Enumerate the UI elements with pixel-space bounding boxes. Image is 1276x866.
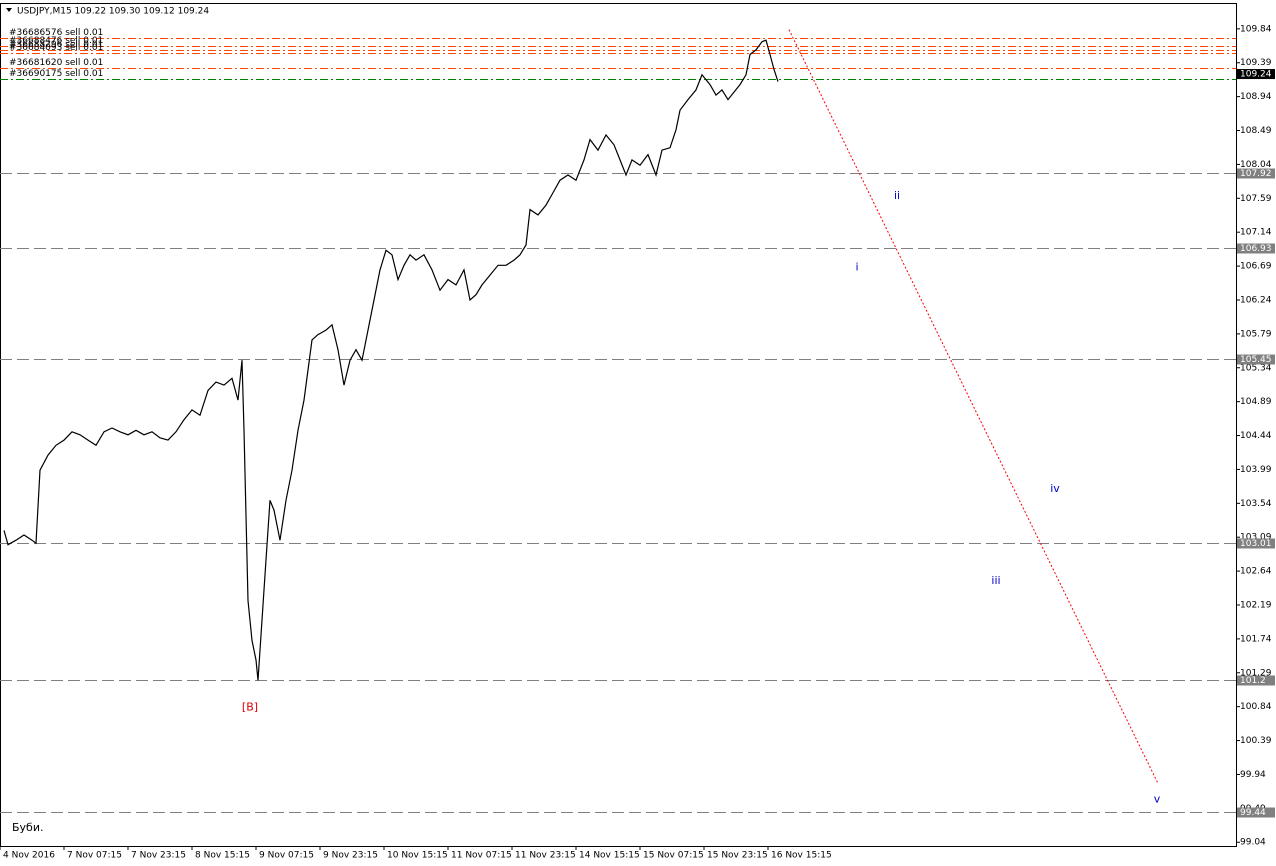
chart-title: USDJPY,M15 109.22 109.30 109.12 109.24 bbox=[17, 7, 209, 17]
level-label-box bbox=[1237, 807, 1275, 818]
level-label-box bbox=[1237, 168, 1275, 179]
y-tick-label: 99.94 bbox=[1240, 770, 1266, 780]
wave-label: v bbox=[1154, 792, 1161, 805]
y-tick-label: 108.04 bbox=[1240, 160, 1272, 170]
level-label: 101.2 bbox=[1240, 676, 1266, 686]
x-tick-label: 9 Nov 07:15 bbox=[259, 851, 314, 861]
y-tick-label: 109.39 bbox=[1240, 58, 1272, 68]
order-label: #36684093 sell 0.01 bbox=[9, 43, 103, 53]
y-tick-label: 101.29 bbox=[1240, 668, 1272, 678]
level-label-box bbox=[1237, 538, 1275, 549]
x-tick-label: 10 Nov 15:15 bbox=[387, 851, 448, 861]
current-price-label: 109.24 bbox=[1240, 70, 1272, 80]
order-label: #36686576 sell 0.01 bbox=[9, 28, 103, 38]
x-tick-label: 7 Nov 07:15 bbox=[67, 851, 122, 861]
y-tick-label: 100.39 bbox=[1240, 736, 1272, 746]
y-tick-label: 107.59 bbox=[1240, 194, 1272, 204]
x-tick-label: 7 Nov 23:15 bbox=[131, 851, 186, 861]
y-tick-label: 104.89 bbox=[1240, 397, 1272, 407]
x-tick-label: 11 Nov 07:15 bbox=[451, 851, 512, 861]
order-label: #36688296 sell 0.01 bbox=[9, 40, 103, 50]
y-tick-label: 104.44 bbox=[1240, 431, 1272, 441]
note: Буби. bbox=[12, 821, 44, 834]
y-tick-label: 102.19 bbox=[1240, 600, 1272, 610]
y-tick-label: 103.54 bbox=[1240, 499, 1272, 509]
wave-label: iv bbox=[1050, 482, 1060, 495]
x-tick-label: 15 Nov 07:15 bbox=[643, 851, 704, 861]
order-label: #36690175 sell 0.01 bbox=[9, 69, 103, 79]
order-label: #36681620 sell 0.01 bbox=[9, 58, 103, 68]
x-tick-label: 4 Nov 2016 bbox=[3, 851, 55, 861]
level-label-box bbox=[1237, 354, 1275, 365]
x-tick-label: 16 Nov 15:15 bbox=[771, 851, 832, 861]
price-line bbox=[3, 39, 779, 681]
level-label: 103.01 bbox=[1240, 539, 1272, 549]
y-tick-label: 106.69 bbox=[1240, 262, 1272, 272]
y-tick-label: 109.84 bbox=[1240, 24, 1272, 34]
y-tick-label: 105.79 bbox=[1240, 329, 1272, 339]
level-label: 99.44 bbox=[1240, 808, 1266, 818]
level-label: 107.92 bbox=[1240, 169, 1272, 179]
x-tick-label: 15 Nov 23:15 bbox=[707, 851, 768, 861]
x-tick-label: 14 Nov 15:15 bbox=[579, 851, 640, 861]
level-label: 105.45 bbox=[1240, 355, 1272, 365]
x-tick-label: 11 Nov 23:15 bbox=[515, 851, 576, 861]
level-label: 106.93 bbox=[1240, 244, 1272, 254]
order-label: #36688476 sell 0.01 bbox=[9, 36, 103, 46]
x-tick-label: 9 Nov 23:15 bbox=[323, 851, 378, 861]
y-tick-label: 108.49 bbox=[1240, 126, 1272, 136]
y-tick-label: 101.74 bbox=[1240, 634, 1272, 644]
wave-label: ii bbox=[894, 189, 900, 202]
level-label-box bbox=[1237, 243, 1275, 254]
y-tick-label: 100.84 bbox=[1240, 702, 1272, 712]
y-tick-label: 108.94 bbox=[1240, 92, 1272, 102]
plot-frame bbox=[0, 3, 1237, 847]
y-tick-label: 106.24 bbox=[1240, 295, 1272, 305]
y-tick-label: 105.34 bbox=[1240, 363, 1272, 373]
y-tick-label: 103.09 bbox=[1240, 533, 1272, 543]
wave-label: i bbox=[855, 261, 858, 274]
wave-label: [B] bbox=[242, 700, 258, 713]
title-arrow bbox=[6, 8, 12, 12]
y-tick-label: 103.99 bbox=[1240, 465, 1272, 475]
y-tick-label: 102.64 bbox=[1240, 567, 1272, 577]
wave-label: iii bbox=[991, 574, 1000, 587]
y-tick-label: 99.04 bbox=[1240, 838, 1266, 848]
current-price-box bbox=[1237, 69, 1275, 80]
level-label-box bbox=[1237, 675, 1275, 686]
x-tick-label: 8 Nov 15:15 bbox=[195, 851, 250, 861]
y-tick-label: 107.14 bbox=[1240, 228, 1272, 238]
